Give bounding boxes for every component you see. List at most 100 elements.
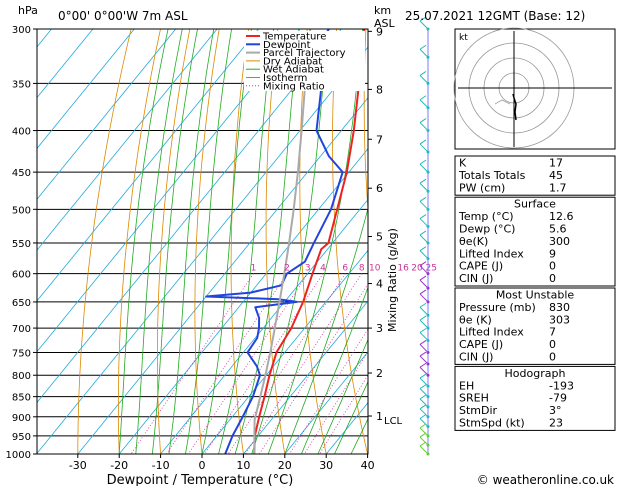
km-axis-label: km — [374, 4, 391, 17]
wind-barb-flag — [419, 302, 427, 308]
wind-barb-flag — [419, 118, 427, 123]
dry-adiabat-line — [77, 29, 132, 454]
pressure-tick-label: 550 — [12, 239, 31, 250]
dry-adiabat-line — [230, 29, 249, 454]
wind-barb-flag — [419, 139, 427, 145]
skewt-axes: 3003504004505005506006507007508008509009… — [6, 25, 437, 472]
km-tick-label: 2 — [376, 367, 383, 380]
wet-adiabat-line — [284, 206, 368, 454]
index-value: 3° — [549, 404, 562, 417]
hodograph-panel: kt — [453, 27, 616, 150]
wind-barb-flag — [419, 340, 427, 345]
dry-adiabat-line — [118, 29, 161, 454]
wind-barb-flag — [419, 214, 427, 219]
pressure-tick-label: 700 — [12, 324, 31, 335]
index-value: 17 — [549, 157, 563, 170]
wet-adiabat-line — [317, 338, 368, 454]
profile-parcel-trajectory — [253, 29, 312, 454]
mixing-ratio-line — [227, 273, 346, 454]
wind-barb-dot — [426, 225, 430, 229]
indices-section-box — [454, 196, 616, 287]
temperature-tick-label: 20 — [278, 459, 292, 472]
mixing-ratio-line — [130, 273, 254, 454]
km-tick-label: 3 — [376, 322, 383, 335]
mixing-ratio-label: 8 — [359, 264, 365, 274]
dry-adiabat-line — [156, 29, 191, 454]
wind-barb-dot — [426, 300, 430, 304]
km-tick-label: 9 — [376, 25, 383, 38]
legend-entry: Wet Adiabat — [263, 65, 324, 76]
wind-barb-dot — [426, 27, 430, 31]
isotherm-line — [37, 29, 218, 251]
index-label: CIN (J) — [459, 351, 493, 364]
index-label: θe(K) — [459, 235, 488, 248]
index-label: K — [459, 157, 467, 170]
km-tick-label: 1 — [376, 410, 383, 423]
index-value: 303 — [549, 313, 570, 326]
pressure-tick-label: 1000 — [6, 450, 31, 461]
index-label: Pressure (mb) — [459, 301, 536, 314]
profile-temperature — [253, 29, 366, 454]
mixing-ratio-line — [319, 374, 368, 454]
dry-adiabat-line — [395, 29, 451, 454]
wind-barb-shaft — [419, 182, 429, 192]
index-label: Temp (°C) — [458, 210, 514, 223]
wind-barb-shaft — [419, 218, 429, 227]
wind-barb-dot — [426, 434, 430, 438]
hodograph-unit-label: kt — [459, 33, 468, 43]
date-label: 25.07.2021 12GMT (Base: 12) — [405, 9, 585, 23]
wind-barb-flag — [419, 95, 427, 101]
pressure-tick-label: 900 — [12, 413, 31, 424]
isotherm-line — [37, 29, 177, 200]
wind-barb-shaft — [419, 344, 429, 353]
wind-barb-shaft — [419, 99, 429, 109]
wind-barb-shaft — [419, 200, 429, 210]
pressure-tick-label: 800 — [12, 371, 31, 382]
wind-barb-flag — [419, 394, 427, 400]
wind-barb-shaft — [419, 332, 429, 341]
index-label: PW (cm) — [459, 181, 505, 194]
mixing-ratio-line — [303, 350, 368, 454]
wind-barb-dot — [426, 326, 430, 330]
index-label: StmSpd (kt) — [459, 417, 525, 430]
wind-barb-flag — [419, 373, 427, 379]
isotherm-line — [201, 249, 368, 454]
index-label: CIN (J) — [459, 272, 493, 285]
wind-barb-flag — [419, 70, 427, 76]
chart-title: 0°00' 0°00'W 7m ASL — [58, 9, 188, 23]
index-value: 0 — [549, 260, 556, 273]
mixing-ratio-label: 2 — [284, 264, 290, 274]
wet-adiabat-line — [301, 286, 368, 454]
wet-adiabat-line — [151, 29, 198, 454]
wind-barb-shaft — [419, 293, 429, 303]
wind-barb-shaft — [419, 408, 429, 418]
wind-barb-shaft — [419, 445, 429, 455]
index-value: 0 — [549, 272, 556, 285]
km-tick-label: 5 — [376, 230, 383, 243]
index-label: Lifted Index — [459, 326, 524, 339]
wind-barb-dot — [426, 257, 430, 261]
wind-barb-flag — [419, 423, 427, 429]
wind-barb-shaft — [419, 122, 429, 131]
wind-barb-dot — [426, 362, 430, 366]
temperature-tick-label: 10 — [236, 459, 250, 472]
wind-barb-shaft — [419, 377, 429, 387]
pressure-tick-label: 450 — [12, 168, 31, 179]
wet-adiabat-line — [201, 29, 252, 454]
isotherm-line — [77, 97, 368, 454]
mixing-ratio-label: 16 — [397, 264, 409, 274]
legend-entry: Temperature — [262, 32, 326, 43]
wind-barb-dot — [426, 338, 430, 342]
index-value: 45 — [549, 169, 563, 182]
wind-barb-flag — [419, 328, 427, 333]
index-label: SREH — [459, 392, 489, 405]
isotherm-line — [160, 198, 368, 454]
wind-barb-dot — [426, 443, 430, 447]
index-label: CAPE (J) — [459, 260, 503, 273]
index-value: 5.6 — [549, 223, 567, 236]
wind-barb-dot — [426, 170, 430, 174]
wind-barb-flag — [419, 384, 427, 390]
mixing-ratio-label: 3 — [305, 264, 311, 274]
wind-barb-flag — [419, 16, 427, 22]
